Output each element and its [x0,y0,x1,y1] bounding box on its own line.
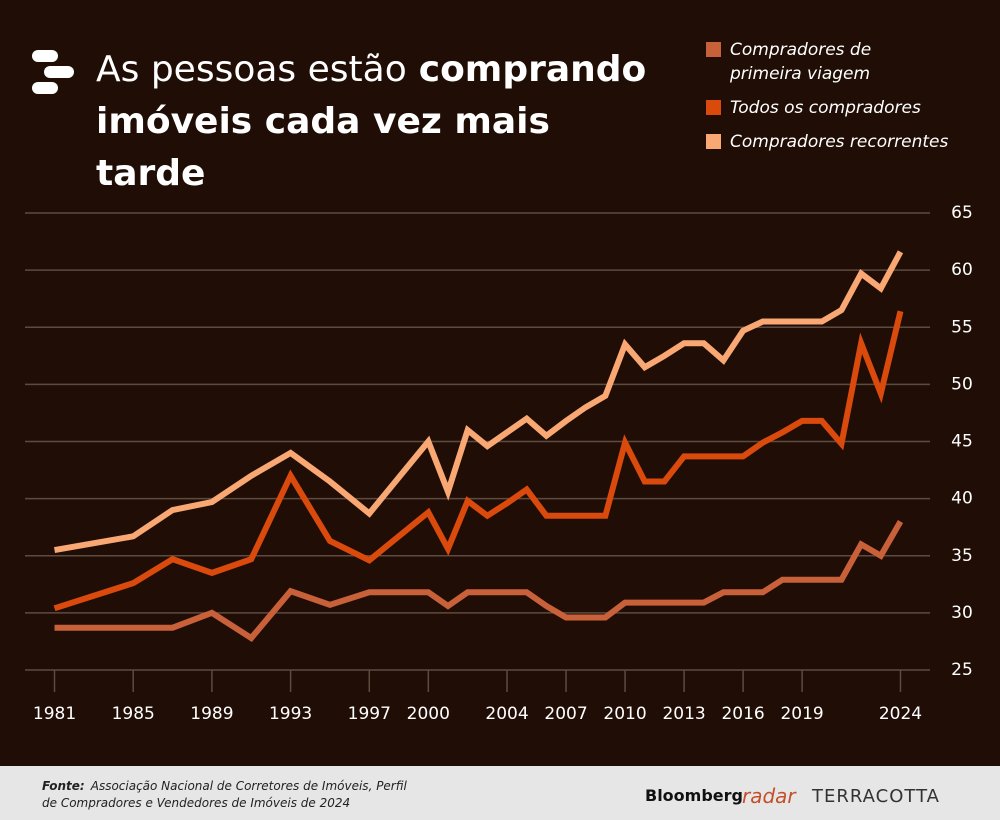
y-tick-label: 65 [951,203,973,223]
logo-icon [32,50,74,94]
legend-swatch [706,100,721,115]
y-tick-label: 35 [951,546,973,566]
source-label: Fonte: [42,779,85,793]
footer: Fonte: Associação Nacional de Corretores … [0,766,1000,820]
legend: Compradores de primeira viagem Todos os c… [706,38,996,164]
legend-swatch [706,42,721,57]
x-tick-label: 1981 [33,704,76,724]
y-tick-label: 55 [951,317,973,337]
x-tick-label: 2000 [407,704,450,724]
y-tick-label: 45 [951,432,973,452]
y-tick-label: 50 [951,374,973,394]
legend-item: Compradores recorrentes [706,130,996,154]
series-line [53,310,904,612]
x-tick-label: 1993 [269,704,312,724]
brand: radar [742,784,796,808]
x-tick-label: 1989 [190,704,233,724]
legend-label: Compradores de primeira viagem [730,40,872,84]
legend-label: Todos os compradores [730,98,921,118]
y-tick-label: 30 [951,603,973,623]
legend-item: Compradores de primeira viagem [706,38,996,86]
chart: 25 30 35 40 45 50 55 60 65 1981 1985 1989 1993 1997 20… [25,203,973,724]
x-tick-label: 1997 [348,704,391,724]
legend-swatch [706,134,721,149]
title-bold: comprando imóveis cada vez mais tarde [96,49,647,194]
x-tick-label: 2019 [780,704,823,724]
y-tick-label: 25 [951,660,973,680]
x-tick-label: 2010 [603,704,646,724]
x-tick-label: 2004 [485,704,528,724]
source-text: Associação Nacional de Corretores de Imó… [42,779,407,810]
title-regular: As pessoas estão [96,49,407,90]
x-tick-label: 2016 [721,704,764,724]
x-tick-label: 2013 [662,704,705,724]
y-tick-label: 60 [951,260,973,280]
x-tick-label: 1985 [112,704,155,724]
brand: TERRACOTTA [812,786,940,807]
x-tick-label: 2007 [544,704,587,724]
chart-title: As pessoas estão comprando imóveis cada v… [96,44,656,200]
series-line [53,250,904,553]
legend-item: Todos os compradores [706,96,996,120]
legend-label: Compradores recorrentes [730,132,949,152]
y-tick-label: 40 [951,489,973,509]
x-tick-label: 2024 [879,704,922,724]
source: Fonte: Associação Nacional de Corretores … [42,778,422,812]
series-line [54,519,904,642]
brand: Bloomberg [645,786,743,805]
